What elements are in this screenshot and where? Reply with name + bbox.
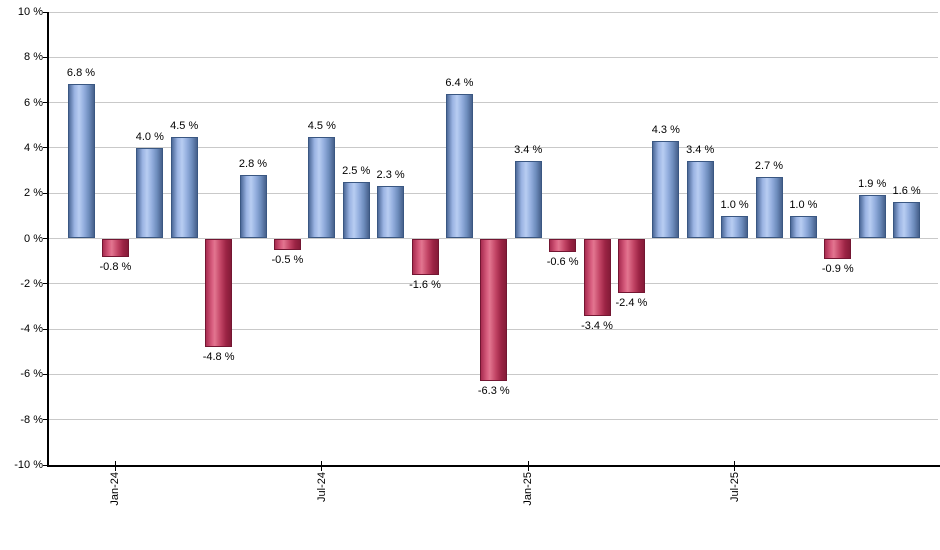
bar-negative — [583, 238, 611, 316]
bar-positive — [136, 147, 164, 239]
bar-value-label: -1.6 % — [409, 278, 441, 291]
y-axis-tick-label: 2 % — [24, 187, 43, 200]
bar-value-label: 3.4 % — [686, 144, 715, 157]
y-axis-tick-mark — [43, 192, 47, 194]
bar-value-label: 4.5 % — [307, 119, 336, 132]
y-axis-tick-label: -10 % — [14, 459, 43, 471]
bar-positive — [445, 93, 473, 239]
gridline — [49, 192, 938, 194]
x-axis-tick-mark — [734, 461, 736, 471]
bar-positive — [239, 175, 267, 239]
y-axis-tick-mark — [43, 419, 47, 421]
y-axis-line — [47, 12, 49, 467]
y-axis-tick-mark — [43, 283, 47, 285]
y-axis-tick-mark — [43, 102, 47, 104]
bar-negative — [205, 238, 233, 348]
bar-value-label: -0.9 % — [821, 262, 854, 275]
bar-positive — [721, 215, 749, 239]
bar-positive — [342, 181, 370, 239]
bar-negative — [824, 238, 852, 259]
bar-value-label: -2.4 % — [615, 296, 648, 309]
bar-negative — [617, 238, 645, 293]
bar-positive — [308, 136, 336, 239]
bar-value-label: 1.9 % — [858, 178, 887, 191]
bar-negative — [480, 238, 508, 382]
x-axis-tick-mark — [321, 461, 323, 471]
y-axis-tick-label: -6 % — [20, 368, 43, 381]
x-axis-tick-label: Jul-24 — [315, 472, 328, 502]
bar-positive — [652, 141, 680, 239]
y-axis-tick-label: -8 % — [20, 413, 43, 426]
bar-positive — [67, 84, 95, 239]
bar-value-label: 3.4 % — [514, 144, 543, 157]
bar-negative — [273, 238, 301, 250]
bar-value-label: 2.7 % — [754, 160, 784, 173]
bar-value-label: 4.5 % — [170, 119, 199, 132]
y-axis-tick-label: 10 % — [17, 6, 43, 18]
bar-value-label: 6.4 % — [445, 76, 474, 89]
gridline — [49, 147, 938, 149]
bar-negative — [101, 238, 129, 257]
bar-positive — [789, 215, 817, 239]
y-axis-tick-label: -4 % — [20, 323, 43, 336]
bar-positive — [893, 202, 921, 239]
y-axis-tick-mark — [43, 464, 47, 466]
y-axis-tick-label: 0 % — [24, 232, 43, 245]
bar-value-label: 1.0 % — [720, 198, 749, 211]
bar-positive — [755, 177, 783, 239]
bar-negative — [549, 238, 577, 253]
bar-value-label: 4.3 % — [651, 124, 680, 137]
y-axis-tick-mark — [43, 147, 47, 149]
bar-value-label: -0.5 % — [271, 253, 304, 266]
y-axis-tick-label: 4 % — [24, 141, 43, 154]
bar-negative — [411, 238, 439, 275]
bar-positive — [858, 195, 886, 239]
y-axis-tick-label: 8 % — [24, 51, 43, 64]
bar-value-label: 2.5 % — [342, 164, 371, 177]
gridline — [49, 102, 938, 104]
x-axis-tick-label: Jan-25 — [522, 472, 535, 506]
bar-positive — [686, 161, 714, 239]
y-axis-tick-label: 6 % — [24, 96, 43, 109]
bar-value-label: -0.8 % — [99, 260, 132, 273]
bar-positive — [514, 161, 542, 239]
y-axis-tick-mark — [43, 328, 47, 330]
gridline — [49, 419, 938, 421]
bar-value-label: -4.8 % — [202, 351, 235, 364]
bar-value-label: -6.3 % — [477, 385, 510, 398]
y-axis-tick-mark — [43, 373, 47, 375]
x-axis-tick-label: Jul-25 — [728, 472, 741, 502]
y-axis-tick-mark — [43, 56, 47, 58]
x-axis-tick-label: Jan-24 — [109, 472, 122, 506]
y-axis-tick-mark — [43, 238, 47, 239]
gridline — [49, 11, 938, 13]
x-axis-tick-mark — [114, 461, 116, 471]
bar-value-label: 2.3 % — [376, 169, 405, 182]
bar-positive — [377, 186, 405, 239]
x-axis-line — [47, 465, 940, 467]
bar-value-label: -0.6 % — [546, 256, 579, 269]
bar-value-label: 1.0 % — [789, 198, 818, 211]
bar-value-label: -3.4 % — [581, 319, 613, 332]
x-axis-tick-mark — [527, 461, 529, 471]
bar-value-label: 6.8 % — [66, 67, 96, 80]
y-axis-tick-label: -2 % — [20, 277, 43, 290]
bar-value-label: 4.0 % — [135, 130, 164, 143]
bar-positive — [170, 136, 198, 239]
bar-value-label: 2.8 % — [238, 158, 268, 171]
bar-value-label: 1.6 % — [892, 185, 921, 198]
y-axis-tick-mark — [43, 11, 47, 13]
gridline — [49, 56, 938, 58]
